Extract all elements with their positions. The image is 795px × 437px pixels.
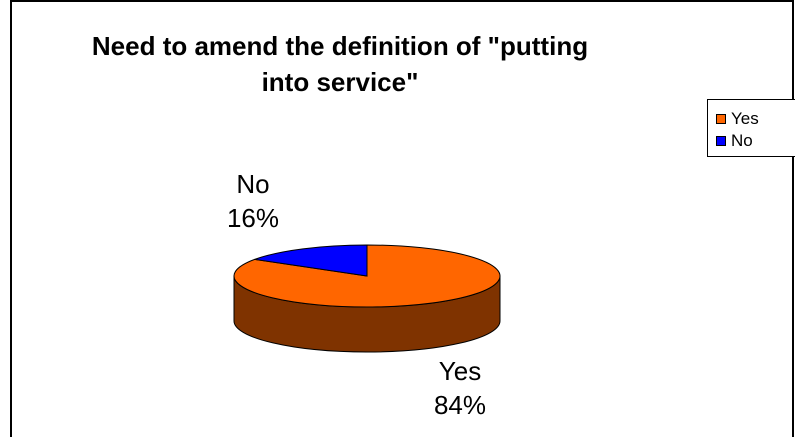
legend-swatch-no <box>716 136 726 146</box>
pie-label-yes-category: Yes <box>438 356 482 386</box>
legend: Yes No <box>707 99 795 157</box>
pie-label-no: No 16% <box>218 167 288 235</box>
legend-label-yes: Yes <box>731 109 759 128</box>
pie-label-yes-percent: 84% <box>433 390 487 420</box>
chart-title-line-1: Need to amend the definition of "putting <box>91 31 589 61</box>
pie-slice-no <box>254 244 368 277</box>
chart-area <box>10 0 794 437</box>
legend-label-no: No <box>731 131 753 150</box>
chart-title: Need to amend the definition of "putting… <box>80 28 600 100</box>
pie-label-no-category: No <box>236 169 270 199</box>
pie-label-no-percent: 16% <box>226 203 280 233</box>
pie-label-yes: Yes 84% <box>420 354 500 422</box>
legend-item-no: No <box>716 131 753 151</box>
legend-item-yes: Yes <box>716 109 759 129</box>
chart-title-line-2: into service" <box>261 67 419 97</box>
legend-swatch-yes <box>716 114 726 124</box>
